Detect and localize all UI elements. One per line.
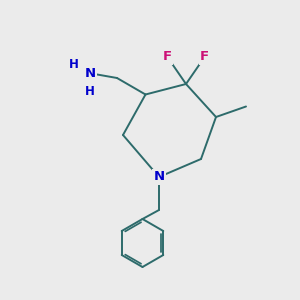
Text: F: F — [163, 50, 172, 64]
Text: N: N — [153, 170, 165, 184]
Text: H: H — [69, 58, 78, 71]
Text: H: H — [85, 85, 95, 98]
Text: F: F — [200, 50, 209, 64]
Text: N: N — [84, 67, 96, 80]
